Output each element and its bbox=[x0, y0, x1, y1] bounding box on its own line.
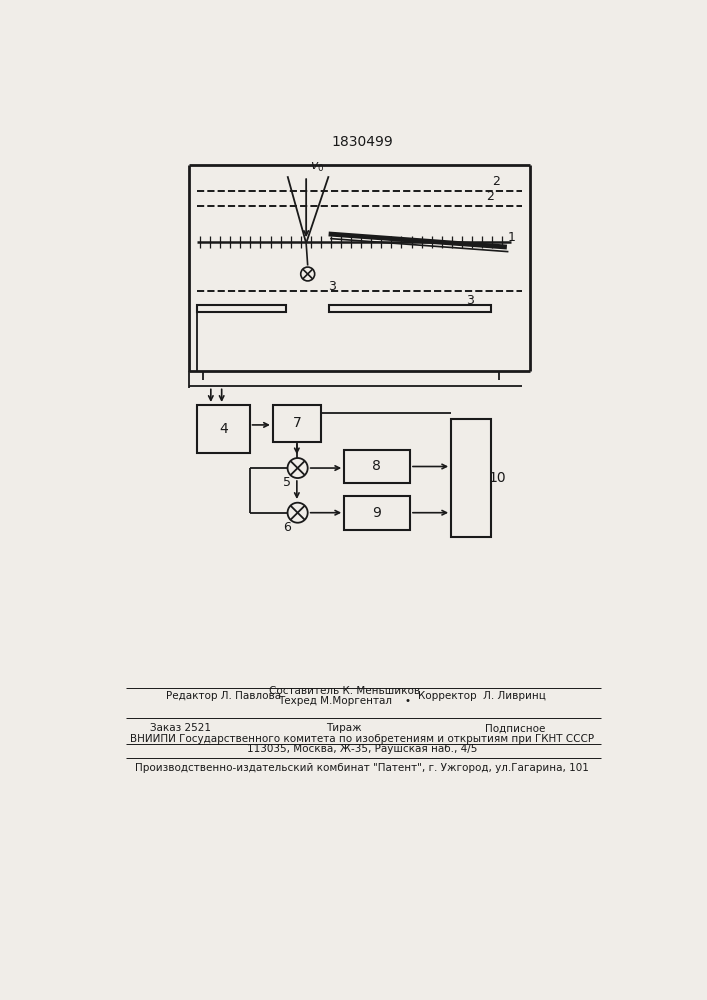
Bar bbox=[451, 419, 491, 537]
Bar bbox=[273, 405, 321, 442]
Text: Техред М.Моргентал    •: Техред М.Моргентал • bbox=[278, 696, 411, 706]
Text: 9: 9 bbox=[373, 506, 381, 520]
Text: Производственно-издательский комбинат "Патент", г. Ужгород, ул.Гагарина, 101: Производственно-издательский комбинат "П… bbox=[135, 763, 589, 773]
Text: 6: 6 bbox=[283, 521, 291, 534]
Text: $v_0$: $v_0$ bbox=[310, 160, 325, 174]
Text: ВНИИПИ Государственного комитета по изобретениям и открытиям при ГКНТ СССР: ВНИИПИ Государственного комитета по изоб… bbox=[130, 734, 594, 744]
Text: 2: 2 bbox=[492, 175, 500, 188]
Text: 113035, Москва, Ж-35, Раушская наб., 4/5: 113035, Москва, Ж-35, Раушская наб., 4/5 bbox=[247, 744, 477, 754]
Text: 3: 3 bbox=[329, 280, 337, 293]
Text: Редактор Л. Павлова: Редактор Л. Павлова bbox=[166, 691, 281, 701]
Text: 2: 2 bbox=[486, 190, 493, 204]
Text: 10: 10 bbox=[489, 471, 506, 485]
Text: Подписное: Подписное bbox=[485, 723, 546, 733]
Text: 8: 8 bbox=[373, 460, 381, 474]
Text: 7: 7 bbox=[293, 416, 301, 430]
Text: 5: 5 bbox=[283, 476, 291, 489]
Text: Заказ 2521: Заказ 2521 bbox=[151, 723, 211, 733]
Bar bbox=[197, 405, 250, 453]
Text: 1830499: 1830499 bbox=[331, 135, 393, 149]
Bar bbox=[344, 450, 410, 483]
Text: 1: 1 bbox=[508, 231, 515, 244]
Bar bbox=[344, 496, 410, 530]
Text: Тираж: Тираж bbox=[327, 723, 362, 733]
Bar bbox=[197, 305, 286, 312]
Text: Составитель К. Меньшиков: Составитель К. Меньшиков bbox=[269, 686, 420, 696]
Text: Корректор  Л. Ливринц: Корректор Л. Ливринц bbox=[418, 691, 546, 701]
Text: 3: 3 bbox=[466, 294, 474, 307]
Text: 4: 4 bbox=[219, 422, 228, 436]
Bar bbox=[329, 305, 491, 312]
